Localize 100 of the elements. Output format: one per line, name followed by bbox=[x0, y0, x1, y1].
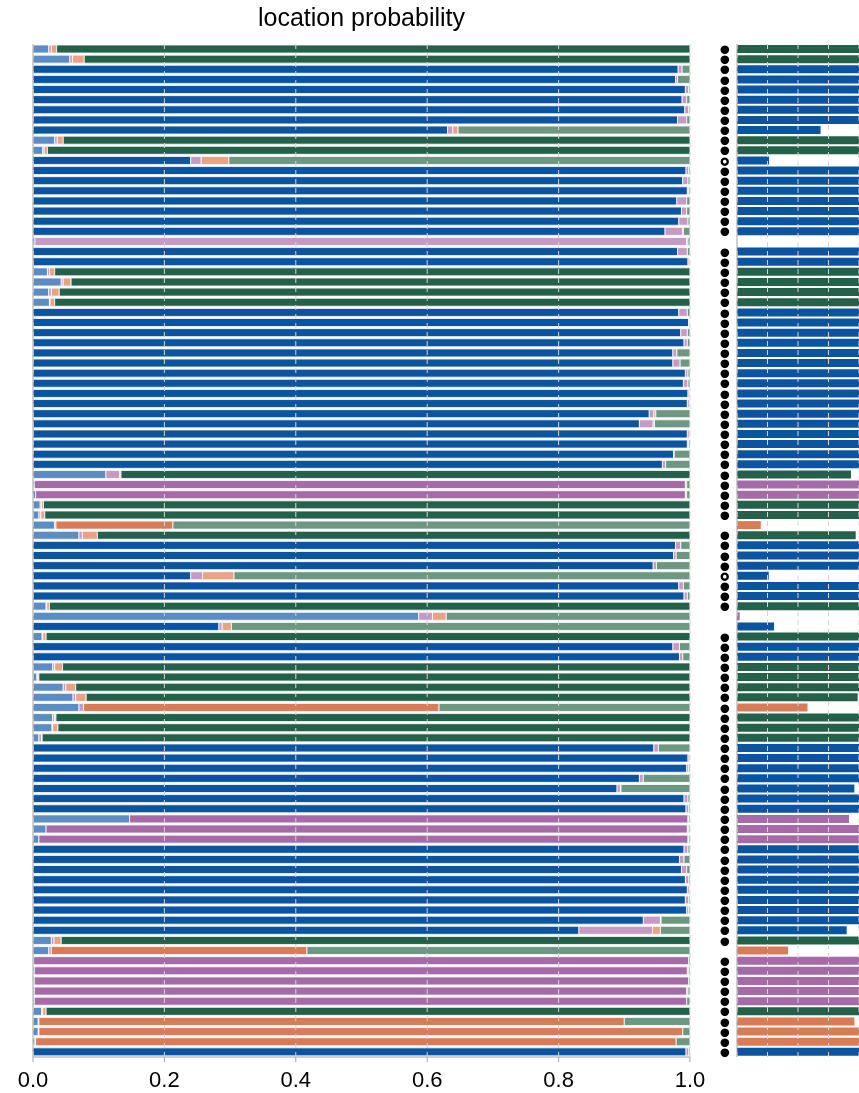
data-label: ● bbox=[721, 489, 729, 500]
data-label: ● bbox=[721, 682, 729, 693]
x-tick-label: 0.2 bbox=[149, 1066, 180, 1092]
data-label: ● bbox=[721, 135, 729, 146]
data-label: ● bbox=[721, 429, 729, 440]
data-label: ● bbox=[721, 277, 729, 288]
data-label: ● bbox=[721, 1016, 729, 1027]
data-label: ● bbox=[721, 115, 729, 126]
data-label: ● bbox=[721, 388, 729, 399]
data-label: ● bbox=[721, 854, 729, 865]
data-label: ● bbox=[721, 662, 729, 673]
x-tick-label: 1.0 bbox=[674, 1066, 706, 1092]
data-label: ● bbox=[721, 1036, 729, 1047]
data-label: ● bbox=[721, 692, 729, 703]
data-label: ● bbox=[721, 803, 729, 814]
data-label: ● bbox=[721, 783, 729, 794]
data-label: ● bbox=[721, 540, 729, 551]
data-label: ● bbox=[721, 256, 729, 267]
data-label: ● bbox=[721, 175, 729, 186]
data-label: ● bbox=[721, 996, 729, 1007]
data-label: ● bbox=[721, 216, 729, 227]
data-label: ● bbox=[721, 145, 729, 156]
data-label: ● bbox=[721, 895, 729, 906]
data-label: ● bbox=[721, 651, 729, 662]
data-label: ● bbox=[721, 591, 729, 602]
data-label: ● bbox=[721, 1046, 729, 1057]
data-label: ● bbox=[721, 104, 729, 115]
data-label: ● bbox=[721, 793, 729, 804]
data-label: ● bbox=[721, 165, 729, 176]
data-label: ● bbox=[721, 864, 729, 875]
data-label: ● bbox=[721, 408, 729, 419]
data-label: ○ bbox=[721, 570, 729, 581]
data-label: ● bbox=[721, 905, 729, 916]
data-label: ● bbox=[721, 246, 729, 257]
data-label: ● bbox=[721, 732, 729, 743]
data-label: ● bbox=[721, 398, 729, 409]
data-label: ● bbox=[721, 550, 729, 561]
data-label: ● bbox=[721, 641, 729, 652]
data-label: ● bbox=[721, 449, 729, 460]
data-label: ● bbox=[721, 317, 729, 328]
data-label: ● bbox=[721, 358, 729, 369]
data-label: ● bbox=[721, 337, 729, 348]
x-tick-label: 0.6 bbox=[411, 1066, 443, 1092]
data-label: ● bbox=[721, 479, 729, 490]
data-label: ● bbox=[721, 773, 729, 784]
data-label: ● bbox=[721, 976, 729, 987]
data-label: ● bbox=[721, 297, 729, 308]
data-label: ● bbox=[721, 378, 729, 389]
data-label: ● bbox=[721, 955, 729, 966]
x-tick-label: 0.0 bbox=[17, 1066, 49, 1092]
data-label: ● bbox=[721, 763, 729, 774]
data-label: ● bbox=[721, 206, 729, 217]
data-label: ● bbox=[721, 925, 729, 936]
data-label: ● bbox=[721, 743, 729, 754]
data-label: ● bbox=[721, 196, 729, 207]
data-label: ● bbox=[721, 64, 729, 75]
data-label: ● bbox=[721, 510, 729, 521]
data-label: ● bbox=[721, 814, 729, 824]
data-label: ● bbox=[721, 601, 729, 612]
data-label: ● bbox=[721, 1026, 729, 1037]
data-label: ● bbox=[721, 44, 729, 55]
data-label: ● bbox=[721, 94, 729, 105]
data-label: ● bbox=[721, 54, 729, 65]
data-label: ● bbox=[721, 530, 729, 541]
data-label: ● bbox=[721, 722, 729, 733]
data-label: ● bbox=[721, 125, 729, 136]
data-label: ● bbox=[721, 307, 729, 318]
data-label: ● bbox=[721, 185, 729, 196]
data-label: ● bbox=[721, 581, 729, 592]
data-label: ● bbox=[721, 287, 729, 298]
data-label: ● bbox=[721, 834, 729, 845]
data-label: ● bbox=[721, 348, 729, 359]
data-label: ● bbox=[721, 418, 729, 429]
data-label: ● bbox=[721, 844, 729, 855]
data-label: ○ bbox=[721, 155, 729, 166]
data-label: ● bbox=[721, 702, 729, 713]
data-label: ● bbox=[721, 631, 729, 642]
data-label: ● bbox=[721, 226, 729, 237]
data-label: ● bbox=[721, 672, 729, 683]
data-label: ● bbox=[721, 935, 729, 946]
data-label: ● bbox=[721, 327, 729, 338]
data-label: ● bbox=[721, 986, 729, 997]
data-label: ● bbox=[721, 965, 729, 976]
data-label: ● bbox=[721, 1006, 729, 1017]
data-label: ● bbox=[721, 712, 729, 723]
x-tick-label: 0.8 bbox=[543, 1066, 574, 1092]
data-label: ● bbox=[721, 459, 729, 470]
data-label: ● bbox=[721, 874, 729, 885]
x-tick-label: 0.4 bbox=[280, 1066, 312, 1092]
data-label: ● bbox=[721, 74, 729, 85]
data-label: ● bbox=[721, 915, 729, 926]
data-label: ● bbox=[721, 753, 729, 764]
data-label: ● bbox=[721, 469, 729, 480]
data-label: ● bbox=[721, 824, 729, 835]
data-label: ● bbox=[721, 84, 729, 95]
data-label: ● bbox=[721, 499, 729, 510]
data-label: ● bbox=[721, 884, 729, 895]
data-label: ● bbox=[721, 266, 729, 277]
data-label: ● bbox=[721, 560, 729, 571]
data-label: ● bbox=[721, 368, 729, 379]
